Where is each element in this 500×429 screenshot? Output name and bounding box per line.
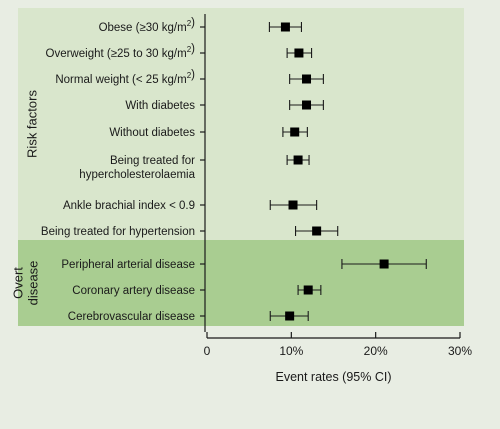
row-label-line: Being treated for hypertension: [41, 226, 195, 238]
row-label-line: Ankle brachial index < 0.9: [63, 200, 195, 212]
row-label-line: Overweight (≥25 to 30 kg/m2): [46, 43, 196, 60]
group-label-line: Risk factors: [25, 90, 40, 158]
superscript-two: 2: [187, 45, 192, 54]
row-label-line: Obese (≥30 kg/m2): [99, 17, 196, 34]
row-label-line: hypercholesterolaemia: [79, 169, 195, 181]
point-estimate-3: [302, 100, 312, 110]
row-label-4: Without diabetes: [109, 127, 195, 139]
row-label-0: Obese (≥30 kg/m2): [99, 17, 196, 34]
row-label-line: Normal weight (< 25 kg/m2): [55, 69, 195, 86]
superscript-two: 2: [187, 19, 192, 28]
group-panel-0: [18, 8, 464, 240]
group-label-line: Overt: [11, 267, 26, 299]
row-label-6: Ankle brachial index < 0.9: [63, 200, 195, 212]
point-estimate-2: [302, 74, 312, 84]
superscript-two: 2: [187, 71, 192, 80]
row-label-line: Without diabetes: [109, 127, 195, 139]
point-estimate-8: [379, 259, 389, 269]
point-estimate-6: [288, 200, 298, 210]
row-label-line: With diabetes: [125, 100, 195, 112]
row-label-7: Being treated for hypertension: [41, 226, 195, 238]
row-label-1: Overweight (≥25 to 30 kg/m2): [46, 43, 196, 60]
group-label-1: Overtdisease: [11, 261, 41, 306]
row-label-10: Cerebrovascular disease: [68, 311, 195, 323]
row-label-line: Coronary artery disease: [72, 285, 195, 297]
point-estimate-7: [312, 226, 322, 236]
row-label-9: Coronary artery disease: [72, 285, 195, 297]
group-label-line: disease: [26, 261, 41, 306]
group-label-0: Risk factors: [25, 90, 40, 158]
x-tick-label-3: 30%: [448, 344, 472, 358]
row-label-8: Peripheral arterial disease: [61, 259, 195, 271]
x-tick-label-1: 10%: [279, 344, 303, 358]
x-tick-label-0: 0: [204, 344, 211, 358]
row-label-3: With diabetes: [125, 100, 195, 112]
row-label-2: Normal weight (< 25 kg/m2): [55, 69, 195, 86]
row-label-line: Cerebrovascular disease: [68, 311, 195, 323]
row-label-line: Peripheral arterial disease: [61, 259, 195, 271]
point-estimate-0: [280, 22, 290, 32]
point-estimate-10: [285, 311, 295, 321]
point-estimate-4: [290, 127, 300, 137]
point-estimate-9: [303, 285, 313, 295]
x-axis-title: Event rates (95% CI): [275, 370, 391, 384]
group-panel-1: [18, 240, 464, 326]
point-estimate-5: [293, 155, 303, 165]
row-label-line: Being treated for: [110, 155, 195, 167]
row-label-5: Being treated for hypercholesterolaemia: [79, 155, 195, 181]
point-estimate-1: [294, 48, 304, 58]
x-tick-label-2: 20%: [364, 344, 388, 358]
